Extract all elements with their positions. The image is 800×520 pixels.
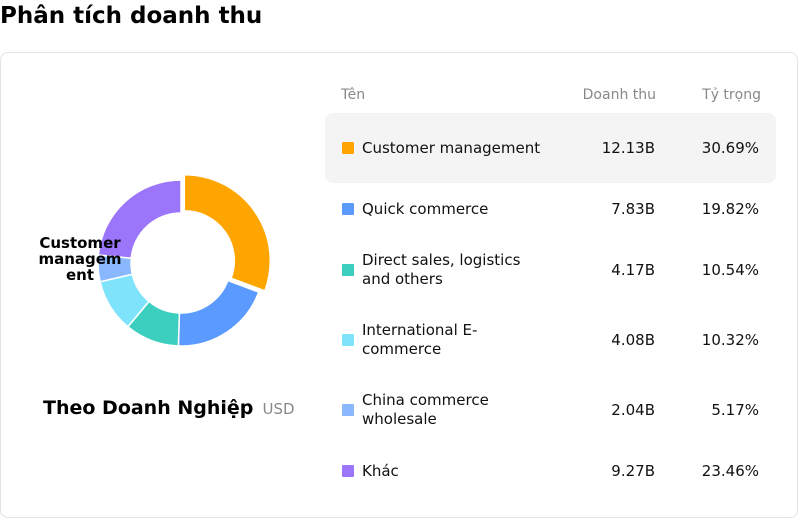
revenue-card: Customer management Theo Doanh Nghiệp US… (0, 52, 798, 518)
donut-center-label: Customer management (38, 234, 122, 284)
row-revenue: 4.17B (611, 261, 655, 279)
legend-swatch (342, 203, 354, 215)
header-share: Tỷ trọng (702, 87, 761, 103)
row-revenue: 7.83B (611, 200, 655, 218)
row-share: 23.46% (701, 462, 759, 480)
table-row[interactable]: Quick commerce 7.83B 19.82% (325, 174, 776, 244)
row-share: 10.32% (701, 331, 759, 349)
table-row[interactable]: Direct sales, logistics and others 4.17B… (325, 235, 776, 305)
legend-swatch (342, 142, 354, 154)
table-row[interactable]: International E-commerce 4.08B 10.32% (325, 305, 776, 375)
donut-slice[interactable] (97, 179, 182, 259)
row-name: Direct sales, logistics and others (362, 251, 521, 288)
row-revenue: 2.04B (611, 401, 655, 419)
row-name: Khác (362, 461, 399, 480)
row-name: China commerce wholesale (362, 391, 489, 428)
table-row[interactable]: Customer management 12.13B 30.69% (325, 113, 776, 183)
row-revenue: 12.13B (601, 139, 655, 157)
row-share: 30.69% (701, 139, 759, 157)
row-share: 5.17% (711, 401, 759, 419)
header-name: Tên (341, 87, 366, 103)
header-revenue: Doanh thu (582, 87, 656, 103)
table-row[interactable]: Khác 9.27B 23.46% (325, 436, 776, 506)
legend-swatch (342, 264, 354, 276)
row-name: Customer management (362, 138, 541, 157)
table-header: Tên Doanh thu Tỷ trọng (341, 87, 761, 107)
legend-swatch (342, 334, 354, 346)
row-share: 19.82% (701, 200, 759, 218)
row-revenue: 9.27B (611, 462, 655, 480)
page-title: Phân tích doanh thu (0, 3, 263, 29)
row-share: 10.54% (701, 261, 759, 279)
chart-caption-unit: USD (262, 400, 295, 418)
legend-swatch (342, 404, 354, 416)
donut-svg (97, 173, 271, 347)
chart-caption-title: Theo Doanh Nghiệp (43, 397, 254, 419)
chart-caption: Theo Doanh Nghiệp USD (43, 397, 295, 419)
table-row[interactable]: China commerce wholesale 2.04B 5.17% (325, 375, 776, 445)
donut-chart (91, 173, 271, 353)
row-name: International E-commerce (362, 321, 478, 358)
donut-slice[interactable] (177, 279, 260, 347)
legend-swatch (342, 465, 354, 477)
row-name: Quick commerce (362, 199, 489, 218)
row-revenue: 4.08B (611, 331, 655, 349)
donut-slice[interactable] (183, 173, 271, 292)
